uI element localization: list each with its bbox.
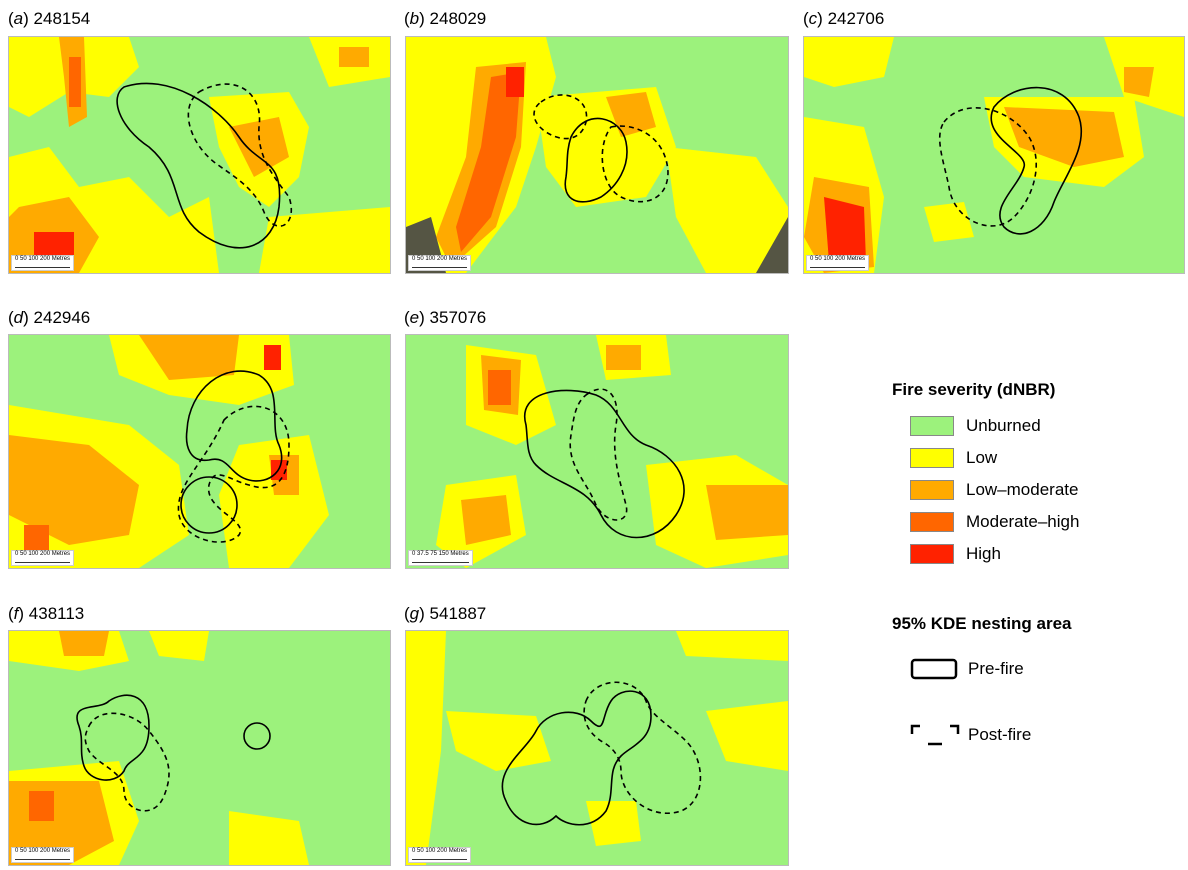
swatch-low-moderate <box>910 480 954 500</box>
scale-bar-a: 0 50 100 200 Metres <box>11 255 75 271</box>
legend-item-low-moderate: Low–moderate <box>910 474 1182 506</box>
map-panel-e: 0 37.5 75 150 Metres <box>405 334 789 569</box>
scale-bar-d: 0 50 100 200 Metres <box>11 550 75 566</box>
legend-item-high: High <box>910 538 1182 570</box>
kde-legend-title: 95% KDE nesting area <box>892 614 1072 633</box>
panel-title-c: (c) 242706 <box>803 9 885 28</box>
legend-item-low: Low <box>910 442 1182 474</box>
severity-map-g <box>406 631 788 865</box>
legend-item-moderate-high: Moderate–high <box>910 506 1182 538</box>
panel-title-d: (d) 242946 <box>8 308 91 327</box>
legend: Fire severity (dNBR) Unburned Low Low–mo… <box>892 380 1182 570</box>
pre-fire-line-icon <box>910 658 958 680</box>
swatch-low <box>910 448 954 468</box>
legend-item-unburned: Unburned <box>910 410 1182 442</box>
scale-bar-f: 0 50 100 200 Metres <box>11 847 75 863</box>
panel-title-b: (b) 248029 <box>404 9 487 28</box>
kde-legend-post-fire: Post-fire <box>910 722 1031 748</box>
panel-title-f: (f) 438113 <box>8 604 85 623</box>
scale-bar-c: 0 50 100 200 Metres <box>806 255 870 271</box>
swatch-high <box>910 544 954 564</box>
legend-title: Fire severity (dNBR) <box>892 380 1056 399</box>
severity-map-d <box>9 335 329 568</box>
map-panel-b: 0 50 100 200 Metres <box>405 36 789 274</box>
panel-title-g: (g) 541887 <box>404 604 487 623</box>
swatch-moderate-high <box>910 512 954 532</box>
panel-title-a: (a) 248154 <box>8 9 91 28</box>
severity-map-c <box>804 37 1184 273</box>
map-panel-c: 0 50 100 200 Metres <box>803 36 1185 274</box>
severity-map-b <box>406 37 788 273</box>
severity-map-e <box>436 335 788 568</box>
scale-bar-b: 0 50 100 200 Metres <box>408 255 472 271</box>
post-fire-dashed-line-icon <box>910 724 960 746</box>
scale-bar-g: 0 50 100 200 Metres <box>408 847 472 863</box>
severity-map-f <box>9 631 309 865</box>
scale-bar-e: 0 37.5 75 150 Metres <box>408 550 473 566</box>
kde-legend-pre-fire: Pre-fire <box>910 657 1024 681</box>
panel-title-e: (e) 357076 <box>404 308 487 327</box>
map-panel-f: 0 50 100 200 Metres <box>8 630 391 866</box>
swatch-unburned <box>910 416 954 436</box>
map-panel-g: 0 50 100 200 Metres <box>405 630 789 866</box>
map-panel-d: 0 50 100 200 Metres <box>8 334 391 569</box>
severity-map-a <box>9 37 390 273</box>
map-panel-a: 0 50 100 200 Metres <box>8 36 391 274</box>
